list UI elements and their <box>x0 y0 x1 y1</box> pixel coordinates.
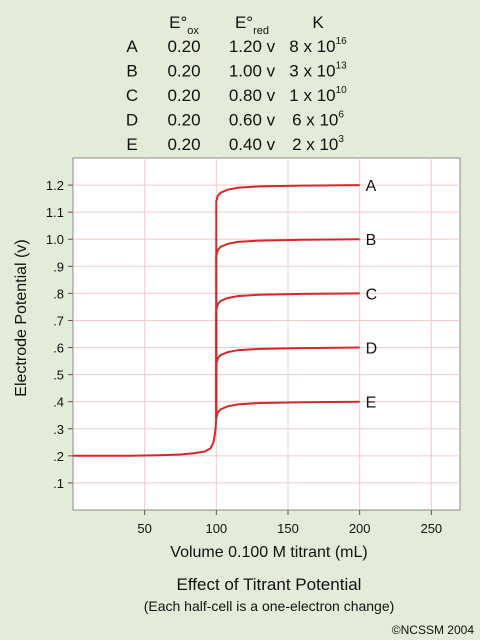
curve-common-segment <box>73 417 218 457</box>
y-tick-label: .4 <box>53 395 64 410</box>
constants-table: A 0.20 1.20 v 8 x 1016 B 0.20 1.00 v 3 x 1013 C 0… <box>126 36 347 154</box>
y-tick-label: .9 <box>53 259 64 274</box>
curve-e <box>215 400 360 419</box>
x-axis-title: Volume 0.100 M titrant (mL) <box>170 544 367 561</box>
curve-c <box>215 292 360 418</box>
x-tick-label: 250 <box>420 521 442 536</box>
row-eox: 0.20 <box>167 86 200 105</box>
caption-subtitle: (Each half-cell is a one-electron change… <box>144 598 395 614</box>
row-ered: 1.20 v <box>229 37 276 56</box>
table-row: E 0.20 0.40 v 2 x 103 <box>126 134 344 154</box>
row-ered: 0.60 v <box>229 111 276 130</box>
header-ered: E°red <box>235 13 269 37</box>
grid <box>73 158 460 510</box>
y-axis-title: Electrode Potential (v) <box>13 239 30 396</box>
table-row: B 0.20 1.00 v 3 x 1013 <box>126 61 347 81</box>
y-tick-label: .6 <box>53 341 64 356</box>
row-label: C <box>126 86 138 105</box>
plot-area <box>72 157 461 511</box>
x-tick-label: 200 <box>349 521 371 536</box>
curve-a <box>215 184 360 418</box>
y-tick-label: 1.2 <box>46 178 64 193</box>
credit: ©NCSSM 2004 <box>392 623 475 637</box>
header-eox: E°ox <box>169 13 199 37</box>
y-tick-label: .3 <box>53 422 64 437</box>
row-label: B <box>126 62 137 81</box>
y-tick-label: .5 <box>53 368 64 383</box>
y-tick-label: .2 <box>53 449 64 464</box>
y-tick-label: 1.1 <box>46 205 64 220</box>
row-k: 8 x 1016 <box>289 36 347 56</box>
row-ered: 0.40 v <box>229 135 276 154</box>
curve-label-d: D <box>366 341 378 358</box>
y-tick-label: .8 <box>53 286 64 301</box>
row-eox: 0.20 <box>167 62 200 81</box>
y-tick-label: .1 <box>53 476 64 491</box>
curve-label-b: B <box>366 232 377 249</box>
curve-label-c: C <box>366 286 378 303</box>
x-tick-label: 150 <box>277 521 299 536</box>
row-k: 6 x 106 <box>292 110 344 130</box>
header-k: K <box>312 13 324 32</box>
row-label: A <box>126 37 138 56</box>
row-label: D <box>126 111 138 130</box>
y-tick-label: 1.0 <box>46 232 64 247</box>
row-k: 1 x 1010 <box>289 85 347 105</box>
curve-label-a: A <box>366 178 377 195</box>
curve-d <box>215 346 360 418</box>
table-header: E°ox E°red K <box>169 13 324 37</box>
row-eox: 0.20 <box>167 111 200 130</box>
table-row: C 0.20 0.80 v 1 x 1010 <box>126 85 347 105</box>
curve-labels: A B C D E <box>366 178 378 412</box>
row-label: E <box>126 135 137 154</box>
x-tick-label: 100 <box>205 521 227 536</box>
curve-label-e: E <box>366 395 377 412</box>
curves <box>73 184 360 457</box>
plot-frame <box>72 157 461 511</box>
x-tick-labels: 50 100 150 200 250 <box>137 510 442 536</box>
y-tick-labels: .1 .2 .3 .4 .5 .6 .7 .8 .9 1.0 1.1 1.2 <box>46 178 73 491</box>
row-eox: 0.20 <box>167 135 200 154</box>
table-row: D 0.20 0.60 v 6 x 106 <box>126 110 345 130</box>
x-tick-label: 50 <box>137 521 151 536</box>
row-k: 3 x 1013 <box>289 61 347 81</box>
row-eox: 0.20 <box>167 37 200 56</box>
y-tick-label: .7 <box>53 313 64 328</box>
row-k: 2 x 103 <box>292 134 344 154</box>
curve-b <box>215 238 360 418</box>
row-ered: 1.00 v <box>229 62 276 81</box>
row-ered: 0.80 v <box>229 86 276 105</box>
table-row: A 0.20 1.20 v 8 x 1016 <box>126 36 347 56</box>
caption-title: Effect of Titrant Potential <box>177 575 362 594</box>
